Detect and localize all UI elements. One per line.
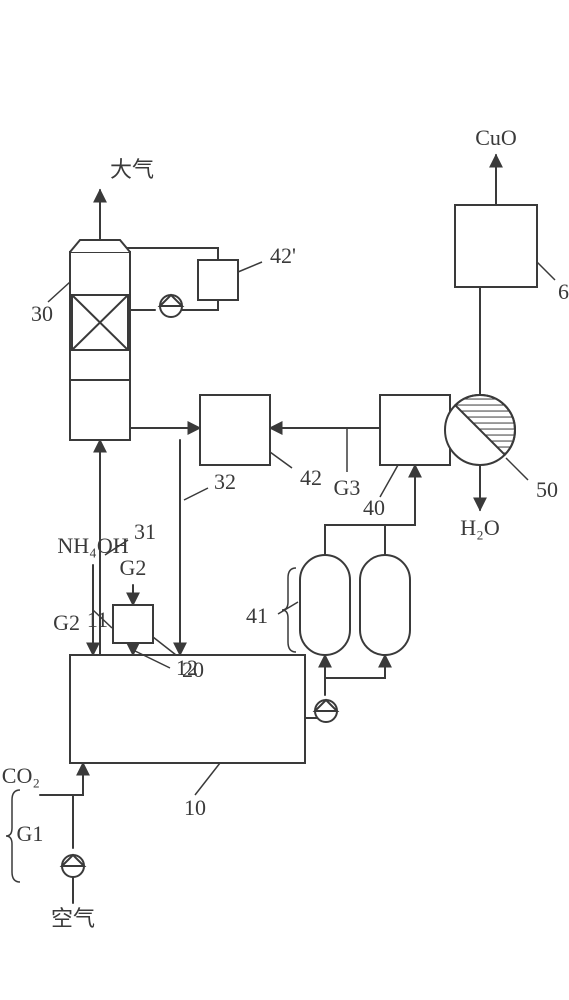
node-box20 — [113, 605, 153, 643]
label-h2o: H₂O — [460, 515, 499, 540]
node-box42 — [200, 395, 270, 465]
label-11: 11 — [87, 607, 108, 632]
label-40: 40 — [363, 495, 385, 520]
node-box60 — [455, 205, 537, 287]
label-atm: 大气 — [110, 157, 154, 182]
node-box40 — [380, 395, 450, 465]
node-cap41a — [300, 555, 350, 655]
label-41: 41 — [246, 603, 268, 628]
label-cuo: CuO — [475, 125, 517, 150]
label-g2b: G2 — [53, 610, 80, 635]
node-box42p — [198, 260, 238, 300]
label-nh4oh: NH₄OH — [57, 533, 128, 558]
label-10: 10 — [184, 795, 206, 820]
process-flow-diagram: NH₄OHCO₂空气大气H₂OCuOG1G2G2G311121020303132… — [0, 0, 569, 1000]
node-scrubber30 — [70, 252, 130, 440]
label-g3: G3 — [334, 475, 361, 500]
label-30: 30 — [31, 301, 53, 326]
label-42: 42 — [300, 465, 322, 490]
label-32: 32 — [214, 469, 236, 494]
label-20: 20 — [182, 657, 204, 682]
label-co2: CO₂ — [2, 763, 40, 788]
label-g1: G1 — [17, 821, 44, 846]
node-cap41b — [360, 555, 410, 655]
label-air: 空气 — [51, 906, 95, 931]
label-31: 31 — [134, 519, 156, 544]
label-50: 50 — [536, 477, 558, 502]
label-42p: 42' — [270, 243, 296, 268]
label-60: 60 — [558, 279, 569, 304]
label-g2: G2 — [120, 555, 147, 580]
